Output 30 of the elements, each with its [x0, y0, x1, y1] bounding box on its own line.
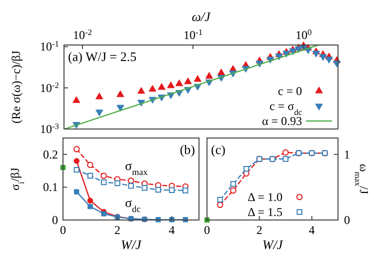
legend-label: α = 0.93: [262, 114, 302, 128]
x-tick-label: 4: [168, 223, 175, 237]
annotation: (a) W/J = 2.5: [68, 49, 136, 64]
legend-label: Δ = 1.5: [248, 205, 282, 219]
x-tick-label: 10$^{0}$: [295, 28, 312, 42]
y-tick-label: 10$^{-2}$: [40, 80, 59, 95]
legend-label: Δ = 1.0: [248, 190, 282, 204]
x-tick-label: 4: [308, 223, 315, 237]
annotation: σ$_{max}$: [125, 158, 148, 177]
x-tick-label: 2: [256, 223, 262, 237]
annotation: (b): [180, 142, 195, 157]
annotation: (c): [211, 142, 226, 157]
annotation: σ$_{dc}$: [125, 195, 141, 214]
y2-tick-label: 1: [344, 147, 350, 162]
y-axis-title: (Re σ(ω)−c)/βJ: [9, 50, 23, 124]
x-axis-title: ω/J: [192, 9, 212, 24]
x-axis-title: W/J: [120, 237, 142, 252]
x-axis-title: W/J: [262, 237, 284, 252]
y2-tick-label: 0: [344, 213, 350, 227]
y-tick-label: 10$^{-1}$: [40, 39, 59, 54]
x-tick-label: 10$^{-1}$: [184, 28, 203, 42]
x-tick-label: 10$^{-2}$: [73, 28, 92, 42]
y-tick-label: 0.2: [43, 147, 58, 162]
legend-label: c = 0: [278, 84, 302, 98]
y-tick-label: 10$^{-3}$: [40, 122, 59, 136]
legend-label: c = σ$_{dc}$: [270, 99, 302, 116]
y-tick-label: 0.1: [43, 180, 58, 194]
y-tick-label: 0: [52, 213, 58, 227]
x-tick-label: 2: [114, 223, 120, 237]
x-tick-label: 0: [204, 223, 210, 237]
